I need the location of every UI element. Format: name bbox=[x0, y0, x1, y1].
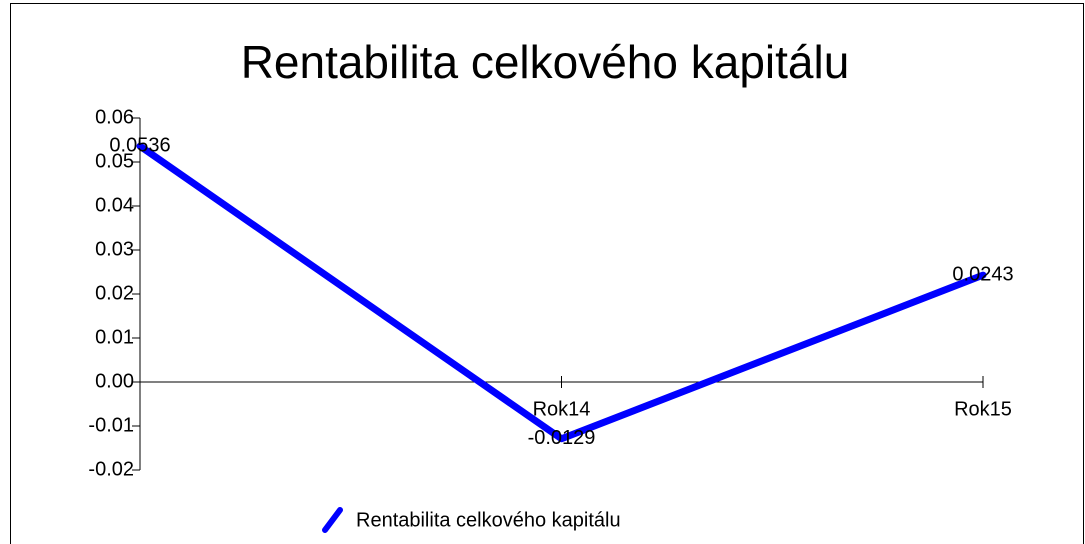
y-tick-label: 0.00 bbox=[95, 370, 134, 392]
data-line bbox=[136, 142, 987, 443]
y-tick-label: -0.01 bbox=[88, 414, 134, 436]
data-label: 0.0243 bbox=[952, 263, 1013, 285]
legend-swatch bbox=[322, 507, 343, 533]
data-label: 0.0536 bbox=[109, 134, 170, 156]
data-label: -0.0129 bbox=[528, 427, 596, 449]
chart-title: Rentabilita celkového kapitálu bbox=[241, 36, 850, 88]
x-tick-label: Rok14 bbox=[533, 398, 591, 420]
chart-frame bbox=[10, 3, 1084, 544]
y-tick-label: 0.05 bbox=[95, 150, 134, 172]
y-tick-label: 0.04 bbox=[95, 194, 134, 216]
y-tick-label: 0.01 bbox=[95, 326, 134, 348]
y-tick-label: 0.03 bbox=[95, 238, 134, 260]
y-tick-label: 0.02 bbox=[95, 282, 134, 304]
x-tick-label: Rok15 bbox=[954, 398, 1012, 420]
y-tick-label: -0.02 bbox=[88, 458, 134, 480]
y-tick-label: 0.06 bbox=[95, 106, 134, 128]
legend-label: Rentabilita celkového kapitálu bbox=[356, 509, 621, 531]
